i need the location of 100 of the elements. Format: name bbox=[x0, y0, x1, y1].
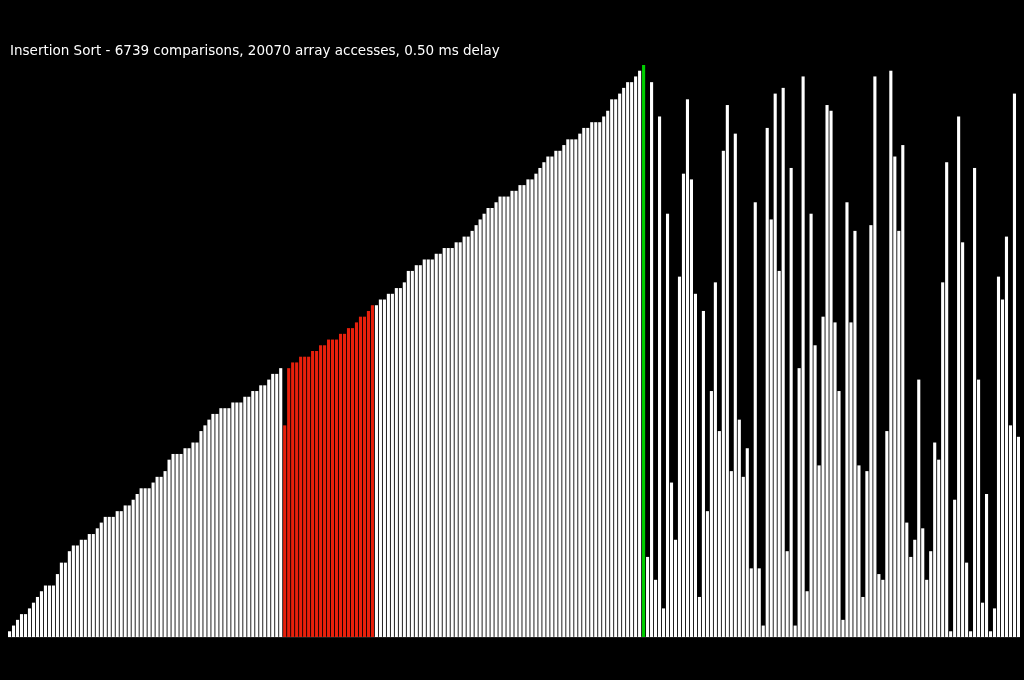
bar bbox=[462, 236, 466, 637]
bar bbox=[43, 585, 47, 637]
bar bbox=[394, 288, 398, 637]
bar bbox=[889, 70, 893, 637]
bar bbox=[331, 339, 335, 637]
bar bbox=[665, 213, 670, 637]
bar bbox=[19, 614, 24, 637]
bar bbox=[291, 362, 295, 637]
bar bbox=[801, 76, 805, 637]
bar bbox=[502, 196, 506, 637]
bar bbox=[901, 145, 905, 637]
bar bbox=[319, 345, 323, 637]
bar bbox=[933, 442, 937, 637]
bar bbox=[279, 368, 283, 637]
bar bbox=[984, 494, 989, 637]
bar bbox=[79, 539, 83, 637]
bar bbox=[143, 488, 147, 637]
bar bbox=[638, 70, 642, 637]
bar bbox=[219, 408, 223, 637]
bar bbox=[271, 373, 275, 637]
bar bbox=[733, 133, 737, 637]
bar bbox=[510, 190, 514, 637]
bar bbox=[658, 116, 662, 637]
bar bbox=[781, 87, 785, 637]
bar bbox=[642, 65, 646, 637]
bar bbox=[957, 116, 961, 637]
bar bbox=[442, 248, 446, 637]
bar bbox=[191, 442, 195, 637]
bar bbox=[546, 156, 550, 637]
bar bbox=[701, 310, 705, 637]
bar bbox=[1012, 93, 1017, 637]
bar bbox=[570, 139, 574, 637]
bar bbox=[386, 293, 390, 637]
bar bbox=[753, 202, 757, 637]
bar bbox=[566, 139, 570, 637]
bar bbox=[789, 167, 793, 637]
bar bbox=[945, 162, 949, 637]
bar bbox=[155, 476, 159, 637]
bar bbox=[825, 105, 829, 637]
bar bbox=[454, 242, 458, 637]
bar bbox=[713, 282, 717, 637]
chart-title: Insertion Sort - 6739 comparisons, 20070 array accesses, 0.50 ms delay bbox=[10, 42, 500, 58]
bar bbox=[1004, 236, 1009, 637]
bar bbox=[498, 196, 502, 637]
bar bbox=[235, 402, 239, 637]
bar bbox=[626, 82, 630, 637]
bar bbox=[434, 253, 438, 637]
bar bbox=[346, 328, 351, 637]
bar bbox=[338, 333, 343, 637]
bar bbox=[518, 185, 522, 637]
bar bbox=[486, 208, 490, 637]
bar bbox=[610, 99, 614, 637]
bar bbox=[809, 213, 813, 637]
bar bbox=[87, 534, 91, 637]
bar bbox=[303, 356, 307, 637]
bar bbox=[378, 299, 382, 637]
bar bbox=[259, 385, 263, 637]
bar bbox=[358, 316, 363, 637]
bar bbox=[115, 511, 119, 637]
bar bbox=[422, 259, 426, 637]
bar bbox=[47, 585, 51, 637]
bar bbox=[299, 356, 303, 637]
bar bbox=[773, 93, 777, 637]
bar bbox=[996, 276, 1001, 637]
bar bbox=[59, 562, 63, 637]
bar bbox=[327, 339, 331, 637]
bar bbox=[685, 99, 690, 637]
bar bbox=[171, 453, 175, 637]
bar bbox=[107, 516, 111, 637]
bar bbox=[845, 202, 849, 637]
bar bbox=[725, 105, 729, 637]
bar bbox=[311, 351, 315, 637]
bar bbox=[554, 150, 558, 637]
bar bbox=[446, 248, 450, 637]
bar bbox=[650, 82, 654, 637]
bar bbox=[582, 127, 586, 637]
bar bbox=[370, 305, 374, 637]
bar bbox=[765, 127, 769, 637]
bar bbox=[917, 379, 921, 637]
bar bbox=[590, 122, 594, 637]
bar bbox=[526, 179, 530, 637]
bar bbox=[873, 76, 877, 637]
bar bbox=[414, 265, 418, 637]
bar bbox=[853, 230, 857, 637]
bar bbox=[243, 396, 247, 637]
bar bbox=[426, 259, 430, 637]
bar bbox=[594, 122, 598, 637]
bar bbox=[973, 167, 977, 637]
bar bbox=[231, 402, 235, 637]
bar bbox=[251, 391, 255, 637]
bar bbox=[211, 413, 215, 637]
bar bbox=[223, 408, 227, 637]
bar bbox=[139, 488, 143, 637]
bar bbox=[745, 448, 749, 637]
bar bbox=[183, 448, 187, 637]
bar bbox=[71, 545, 75, 637]
bar bbox=[406, 270, 410, 637]
bar bbox=[103, 516, 107, 637]
bar bbox=[123, 505, 127, 637]
bar bbox=[175, 453, 179, 637]
